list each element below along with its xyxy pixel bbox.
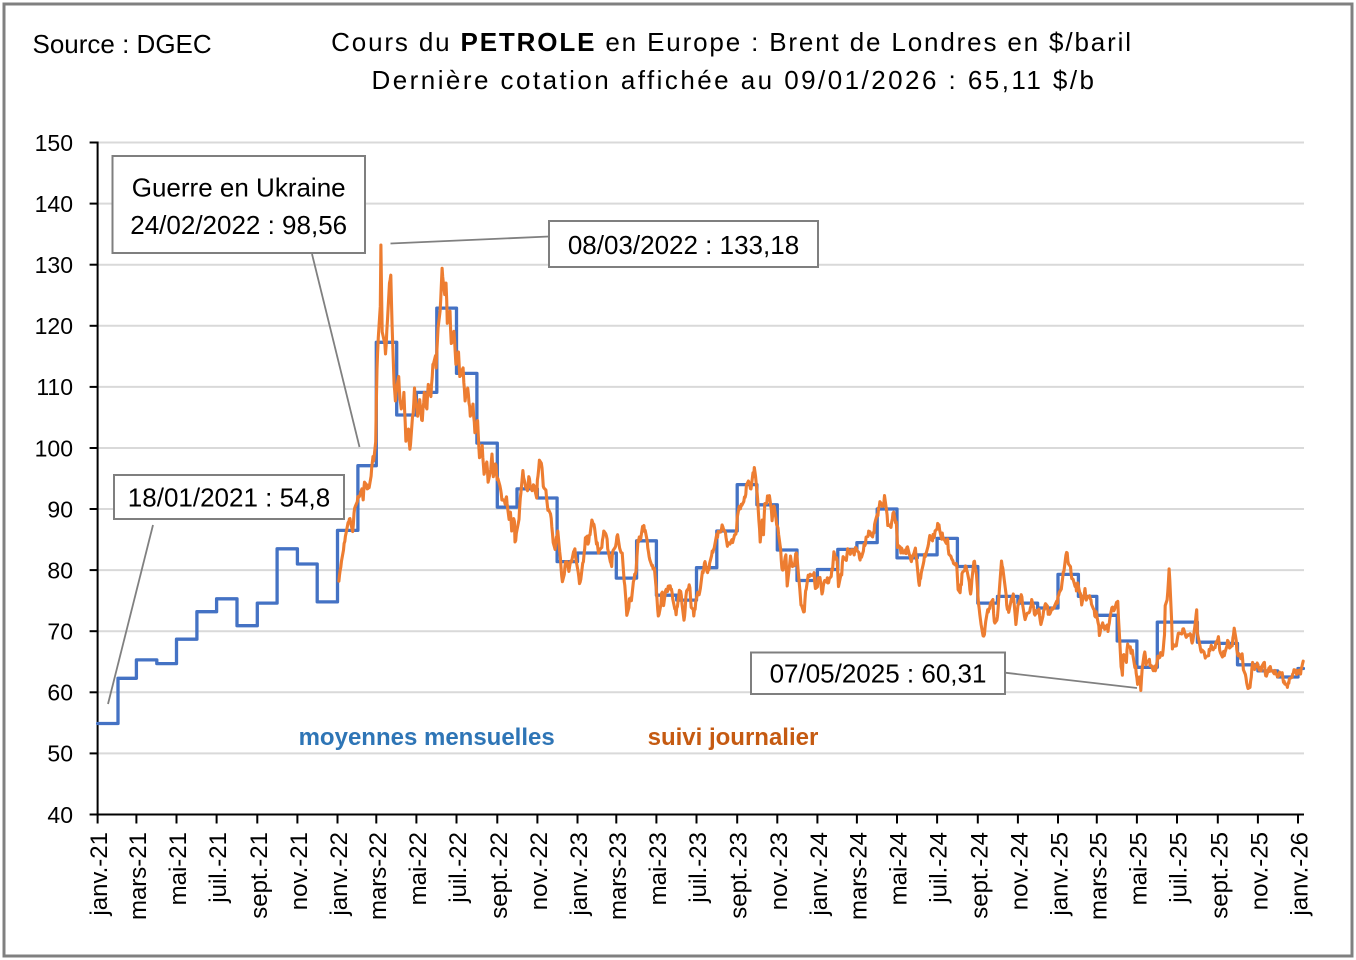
svg-text:juil.-21: juil.-21 xyxy=(205,832,232,904)
svg-text:janv.-26: janv.-26 xyxy=(1287,832,1314,917)
svg-text:nov.-22: nov.-22 xyxy=(526,832,553,910)
svg-text:janv.-22: janv.-22 xyxy=(326,832,353,917)
svg-text:80: 80 xyxy=(47,557,73,583)
svg-text:Cours du PETROLE en Europe : B: Cours du PETROLE en Europe : Brent de Lo… xyxy=(331,27,1133,57)
svg-text:janv.-21: janv.-21 xyxy=(86,832,113,917)
svg-text:juil.-25: juil.-25 xyxy=(1166,832,1193,904)
svg-text:60: 60 xyxy=(47,680,73,706)
svg-text:janv.-25: janv.-25 xyxy=(1047,832,1074,917)
svg-text:90: 90 xyxy=(47,496,73,522)
svg-text:nov.-25: nov.-25 xyxy=(1246,832,1273,910)
svg-text:150: 150 xyxy=(35,130,73,156)
svg-text:sept.-21: sept.-21 xyxy=(246,832,273,919)
svg-text:juil.-23: juil.-23 xyxy=(685,832,712,904)
svg-text:suivi journalier: suivi journalier xyxy=(648,724,819,751)
svg-text:140: 140 xyxy=(35,191,73,217)
svg-text:nov.-23: nov.-23 xyxy=(766,832,793,910)
svg-text:sept.-25: sept.-25 xyxy=(1206,832,1233,919)
svg-text:24/02/2022 : 98,56: 24/02/2022 : 98,56 xyxy=(130,210,347,240)
svg-text:mars-22: mars-22 xyxy=(365,832,392,920)
svg-text:18/01/2021 : 54,8: 18/01/2021 : 54,8 xyxy=(128,483,330,513)
svg-text:Guerre en Ukraine: Guerre en Ukraine xyxy=(132,173,346,203)
svg-text:sept.-24: sept.-24 xyxy=(966,832,993,919)
svg-text:janv.-24: janv.-24 xyxy=(806,832,833,917)
svg-text:mars-23: mars-23 xyxy=(605,832,632,920)
svg-text:mars-21: mars-21 xyxy=(125,832,152,920)
svg-text:nov.-21: nov.-21 xyxy=(286,832,313,910)
svg-text:mai-24: mai-24 xyxy=(886,832,913,905)
svg-text:Source : DGEC: Source : DGEC xyxy=(33,29,212,59)
svg-text:100: 100 xyxy=(35,435,73,461)
svg-text:70: 70 xyxy=(47,619,73,645)
svg-text:Dernière cotation affichée au: Dernière cotation affichée au 09/01/2026… xyxy=(372,65,1097,95)
svg-text:mai-21: mai-21 xyxy=(165,832,192,905)
svg-text:40: 40 xyxy=(47,802,73,828)
svg-text:120: 120 xyxy=(35,313,73,339)
svg-text:sept.-22: sept.-22 xyxy=(486,832,513,919)
svg-text:110: 110 xyxy=(36,374,73,400)
svg-text:08/03/2022 : 133,18: 08/03/2022 : 133,18 xyxy=(568,230,799,260)
svg-text:50: 50 xyxy=(47,741,73,767)
svg-text:janv.-23: janv.-23 xyxy=(566,832,593,917)
svg-text:mars-24: mars-24 xyxy=(845,832,872,920)
svg-text:juil.-22: juil.-22 xyxy=(445,832,472,904)
svg-text:mai-22: mai-22 xyxy=(405,832,432,905)
svg-text:mai-23: mai-23 xyxy=(645,832,672,905)
svg-text:juil.-24: juil.-24 xyxy=(926,832,953,904)
svg-text:nov.-24: nov.-24 xyxy=(1006,832,1033,910)
svg-text:mai-25: mai-25 xyxy=(1125,832,1152,905)
svg-text:mars-25: mars-25 xyxy=(1085,832,1112,920)
svg-text:sept.-23: sept.-23 xyxy=(726,832,753,919)
svg-text:130: 130 xyxy=(35,252,73,278)
svg-text:07/05/2025 : 60,31: 07/05/2025 : 60,31 xyxy=(770,659,987,689)
svg-text:moyennes mensuelles: moyennes mensuelles xyxy=(299,724,555,751)
